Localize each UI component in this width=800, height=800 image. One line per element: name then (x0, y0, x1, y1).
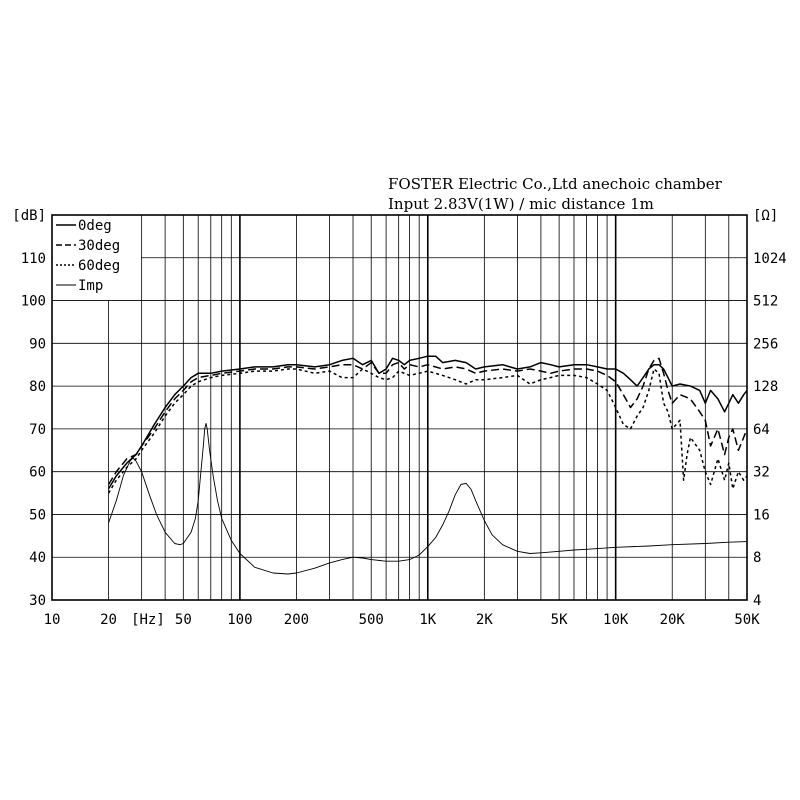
y2-tick-label: 512 (753, 294, 778, 310)
y2-tick-label: 256 (753, 336, 778, 352)
y-tick-label: 90 (29, 336, 46, 352)
legend-box (53, 216, 141, 300)
x-tick-label: 500 (359, 612, 384, 628)
y2-tick-label: 4 (753, 593, 761, 609)
x-tick-label: 50K (734, 612, 760, 628)
y-tick-label: 40 (29, 550, 46, 566)
y2-tick-label: 1024 (753, 251, 787, 267)
legend-label-0deg: 0deg (78, 218, 112, 234)
series-line-imp (108, 422, 748, 575)
legend-label-60deg: 60deg (78, 258, 120, 274)
plot-border (51, 214, 748, 601)
y-tick-label: 60 (29, 465, 46, 481)
x-axis-label: [Hz] (131, 612, 165, 628)
y-tick-label: 100 (21, 294, 46, 310)
y-tick-label: 80 (29, 379, 46, 395)
y2-tick-label: 32 (753, 465, 770, 481)
series-line-60deg (107, 368, 748, 494)
x-tick-label: 1K (419, 612, 436, 628)
x-tick-label: 10K (603, 612, 629, 628)
series-line-30deg (107, 357, 748, 485)
y2-tick-label: 8 (753, 550, 761, 566)
x-tick-label: 20 (100, 612, 117, 628)
grid (52, 215, 747, 600)
x-tick-label: 5K (551, 612, 568, 628)
x-tick-label: 20K (660, 612, 686, 628)
chart-header-line-2: Input 2.83V(1W) / mic distance 1m (388, 195, 654, 213)
x-tick-label: 10 (44, 612, 61, 628)
y2-tick-label: 16 (753, 507, 770, 523)
x-tick-label: 2K (476, 612, 493, 628)
legend-label-imp: Imp (78, 278, 103, 294)
y-tick-label: 110 (21, 251, 46, 267)
legend-label-30deg: 30deg (78, 238, 120, 254)
x-tick-label: 50 (175, 612, 192, 628)
y2-axis-label: [Ω] (753, 208, 778, 224)
plot-frame (51, 214, 748, 601)
y-axis-label: [dB] (12, 208, 46, 224)
chart-header-line-1: FOSTER Electric Co.,Ltd anechoic chamber (388, 175, 723, 193)
x-tick-label: 100 (227, 612, 252, 628)
series-lines (107, 355, 748, 575)
y2-tick-label: 64 (753, 422, 770, 438)
legend: 0deg 30deg 60deg Imp (56, 218, 120, 294)
y-tick-label: 30 (29, 593, 46, 609)
y-tick-label: 50 (29, 507, 46, 523)
y-tick-label: 70 (29, 422, 46, 438)
x-tick-label: 200 (284, 612, 309, 628)
y2-tick-label: 128 (753, 379, 778, 395)
tick-labels: 10 20 50 100 200 500 1K 2K 5K 10K 20K 50K [Hz] 30 40 50… (12, 208, 786, 628)
series-line-0deg (107, 355, 748, 490)
